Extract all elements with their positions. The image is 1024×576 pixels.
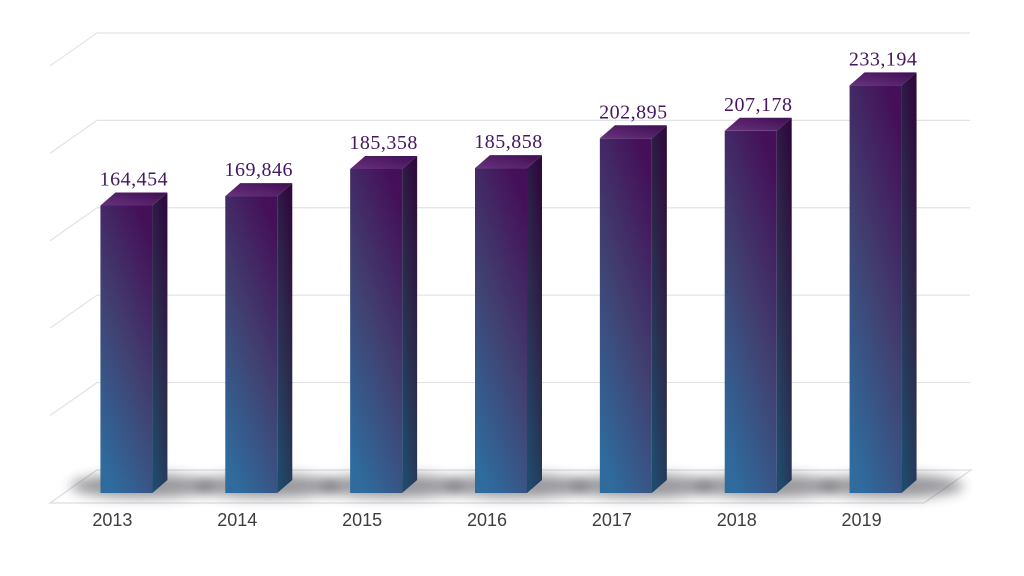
bar-side-face [651, 125, 667, 494]
bar-front-face [475, 168, 527, 493]
x-axis-label: 2019 [842, 510, 882, 530]
bar-front-face [350, 168, 403, 493]
gridline-100000 [49, 294, 970, 329]
bar-side-face [776, 117, 792, 494]
bar-top-face [475, 155, 542, 169]
bar-front-face [599, 138, 652, 494]
bar-side-face [152, 192, 168, 493]
x-axis-label: 2014 [217, 510, 257, 530]
bar-top-face [724, 117, 792, 131]
bar-side-face [402, 155, 418, 493]
bar-top-face [599, 125, 667, 139]
bar-value-label: 185,358 [349, 132, 418, 154]
bar-top-face [350, 155, 418, 169]
bar-side-face [527, 155, 542, 493]
gridline-150000 [49, 207, 970, 242]
bar-front-face [849, 85, 902, 494]
x-axis-label: 2018 [717, 510, 757, 530]
gridline-200000 [49, 119, 970, 154]
x-axis-label: 2017 [592, 510, 632, 530]
bar-top-face [225, 183, 293, 197]
bar-value-label: 164,454 [100, 168, 169, 190]
bar-front-face [724, 130, 777, 493]
bar-top-face [100, 192, 168, 206]
gridline-250000 [49, 32, 970, 67]
bar-value-label: 185,858 [474, 131, 543, 153]
bar-value-label: 233,194 [849, 48, 918, 70]
bar-value-label: 169,846 [225, 159, 294, 181]
bar-top-face [849, 72, 917, 86]
x-axis-label: 2013 [92, 510, 132, 530]
bar-side-face [901, 72, 917, 494]
x-axis-label: 2015 [342, 510, 382, 530]
bar-front-face [225, 196, 278, 493]
x-axis-label: 2016 [467, 510, 507, 530]
bar-front-face [100, 205, 153, 493]
gridline-50000 [49, 381, 970, 417]
bar-value-label: 202,895 [599, 101, 668, 123]
bar-value-label: 207,178 [724, 94, 793, 116]
bar-side-face [277, 183, 293, 493]
